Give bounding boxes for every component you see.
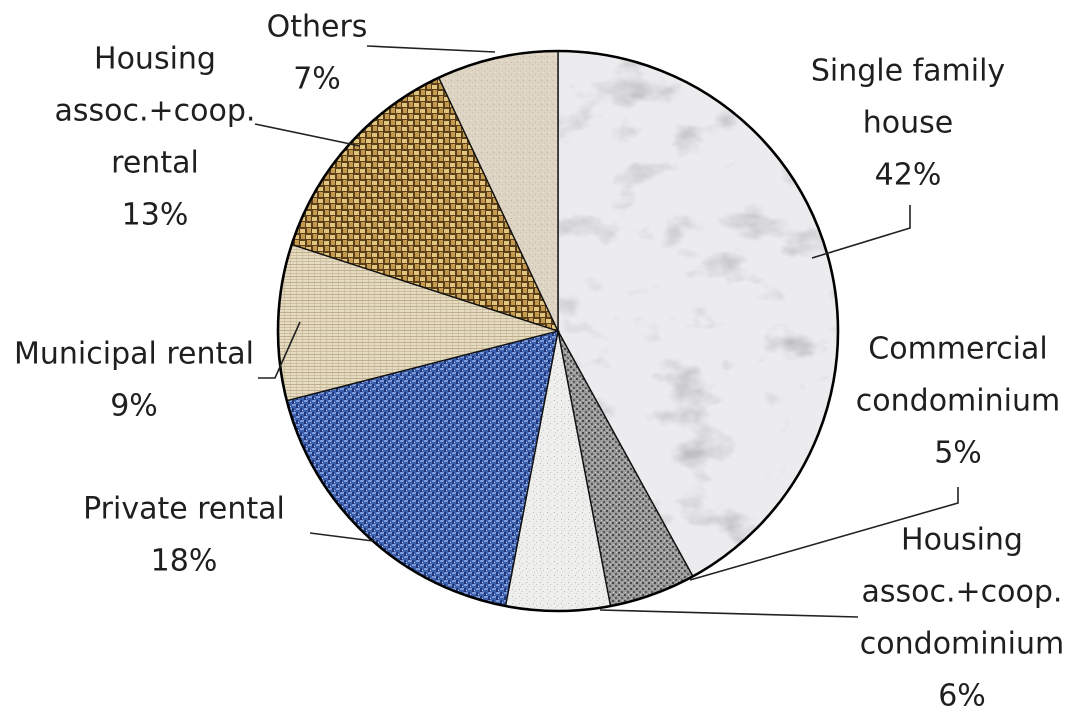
slice-label-housing-assoc-coop-rental: assoc.+coop. xyxy=(55,94,256,129)
slice-label-housing-assoc-coop-rental: rental xyxy=(111,146,199,181)
slice-label-private-rental: Private rental xyxy=(83,492,285,527)
slice-percent-private-rental: 18% xyxy=(151,544,218,579)
leader-line-housing-assoc-coop-condominium xyxy=(599,609,859,618)
leader-line-others xyxy=(366,45,496,53)
slice-percent-single-family-house: 42% xyxy=(875,158,942,193)
slice-label-housing-assoc-coop-rental: Housing xyxy=(94,42,216,77)
slice-label-single-family-house: house xyxy=(863,106,953,141)
leader-line-commercial-condominium xyxy=(689,487,959,581)
slice-percent-housing-assoc-coop-condominium: 6% xyxy=(938,679,986,710)
pie-outline xyxy=(276,49,840,613)
pie-slices xyxy=(277,50,839,612)
leader-line-private-rental xyxy=(309,532,374,542)
slice-label-housing-assoc-coop-condominium: assoc.+coop. xyxy=(862,575,1063,610)
slice-label-single-family-house: Single family xyxy=(811,54,1005,89)
leader-line-municipal-rental xyxy=(258,321,301,379)
slice-label-housing-assoc-coop-condominium: condominium xyxy=(860,627,1064,662)
slice-percent-commercial-condominium: 5% xyxy=(934,436,982,471)
slice-label-municipal-rental: Municipal rental xyxy=(14,337,254,372)
slice-labels: Single family house 42% Commercial condomini… xyxy=(14,10,1064,710)
leader-lines xyxy=(254,45,959,618)
leader-line-single-family-house xyxy=(811,205,911,259)
slice-percent-municipal-rental: 9% xyxy=(110,389,158,424)
slice-label-commercial-condominium: condominium xyxy=(856,384,1060,419)
slice-label-others: Others xyxy=(267,10,368,45)
slice-percent-others: 7% xyxy=(293,62,341,97)
slice-percent-housing-assoc-coop-rental: 13% xyxy=(122,198,189,233)
slice-label-commercial-condominium: Commercial xyxy=(868,332,1047,367)
slice-label-housing-assoc-coop-condominium: Housing xyxy=(901,523,1023,558)
leader-line-housing-assoc-coop-rental xyxy=(254,123,361,147)
